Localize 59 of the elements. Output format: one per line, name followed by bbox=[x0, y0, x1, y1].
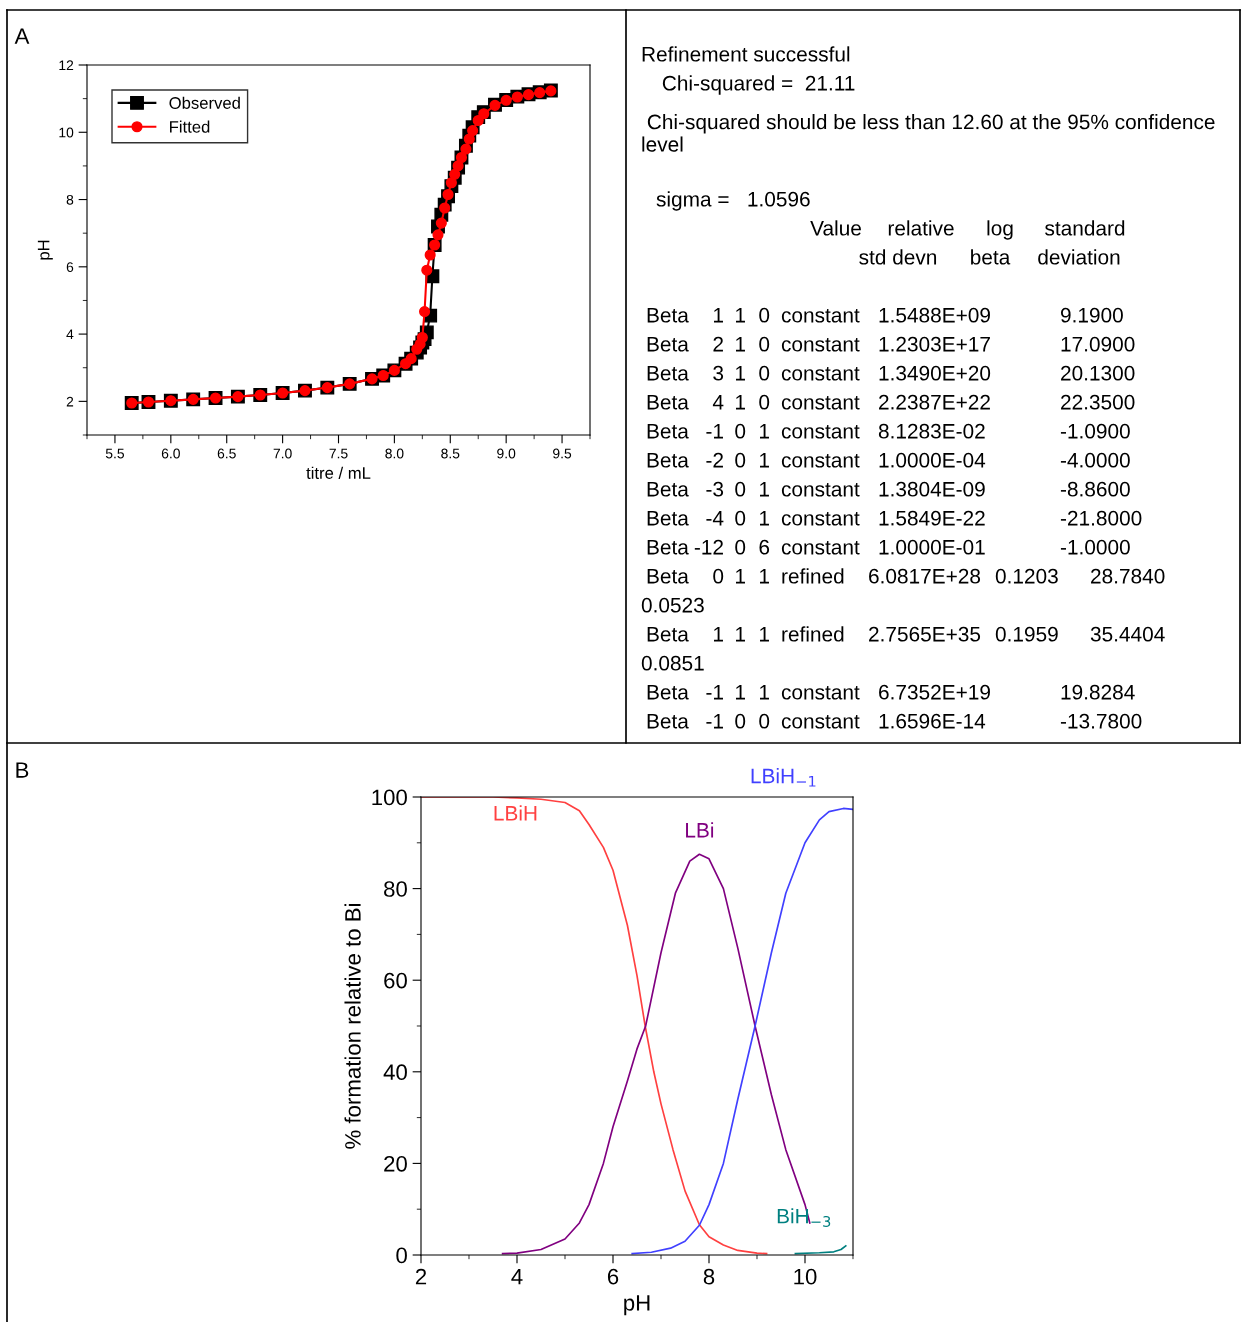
text: Value relative log standard bbox=[810, 220, 1125, 240]
y-tick-label: 2 bbox=[66, 396, 74, 407]
x-tick-label: 4 bbox=[511, 1269, 523, 1285]
text: Beta -4 0 1 constant 1.5849E-22 -21.8000 bbox=[647, 510, 1142, 526]
text: Beta -12 0 6 constant 1.0000E-01 -1.0000 bbox=[647, 539, 1130, 555]
series-label: LBiH$_{−1}$ bbox=[751, 768, 816, 787]
text: Beta 2 1 0 constant 1.2303E+17 17.0900 bbox=[647, 336, 1135, 352]
text: Beta -2 0 1 constant 1.0000E-04 -4.0000 bbox=[647, 452, 1130, 468]
y-tick-label: 20 bbox=[384, 1155, 407, 1172]
y-tick-label: 100 bbox=[372, 789, 407, 806]
x-tick-label: 8 bbox=[703, 1268, 715, 1285]
x-tick-label: 9.5 bbox=[553, 448, 572, 459]
text: A bbox=[14, 28, 30, 44]
x-tick-label: 8.0 bbox=[385, 448, 404, 459]
y-axis-title: pH bbox=[37, 240, 53, 260]
x-tick-label: 9.0 bbox=[497, 448, 516, 459]
text: Beta -1 1 1 constant 6.7352E+19 19.8284 bbox=[647, 684, 1135, 700]
x-tick-label: 6.0 bbox=[161, 448, 180, 459]
y-tick-label: 0 bbox=[396, 1247, 407, 1264]
x-tick-label: 8.5 bbox=[441, 448, 460, 459]
y-tick-label: 60 bbox=[384, 972, 407, 989]
x-tick-label: 7.0 bbox=[273, 448, 292, 459]
text: Beta -1 0 1 constant 8.1283E-02 -1.0900 bbox=[647, 423, 1130, 439]
y-tick-label: 10 bbox=[59, 127, 74, 138]
y-tick-label: 80 bbox=[384, 881, 407, 897]
series-label: LBiH bbox=[494, 805, 537, 821]
y-tick-label: 40 bbox=[383, 1064, 407, 1081]
legend-label: Fitted bbox=[170, 120, 210, 133]
legend-label: Observed bbox=[169, 96, 240, 109]
text: Beta 1 1 0 constant 1.5488E+09 9.1900 bbox=[647, 307, 1123, 323]
x-tick-label: 2 bbox=[415, 1268, 427, 1285]
y-tick-label: 12 bbox=[59, 60, 74, 71]
y-tick-label: 8 bbox=[66, 194, 74, 205]
text: Beta 1 1 1 refined 2.7565E+35 0.1959 35.4404 bbox=[647, 626, 1165, 642]
text: std devn beta deviation bbox=[859, 249, 1120, 265]
x-tick-label: 5.5 bbox=[105, 448, 125, 459]
text: Chi-squared = 21.11 bbox=[662, 75, 855, 95]
text: Beta -1 0 0 constant 1.6596E-14 -13.7800 bbox=[647, 713, 1142, 729]
series-label: LBi bbox=[686, 822, 714, 838]
text: 0.0851 bbox=[641, 655, 704, 671]
text: B bbox=[16, 762, 29, 778]
x-tick-label: 10 bbox=[794, 1268, 817, 1285]
x-tick-label: 7.5 bbox=[329, 448, 348, 459]
text: Beta 3 1 0 constant 1.3490E+20 20.1300 bbox=[647, 365, 1135, 381]
x-axis-title: pH bbox=[624, 1295, 650, 1316]
text: Beta 0 1 1 refined 6.0817E+28 0.1203 28.7840 bbox=[647, 568, 1165, 584]
x-tick-label: 6 bbox=[607, 1268, 619, 1285]
y-tick-label: 6 bbox=[66, 262, 74, 272]
text: Beta 4 1 0 constant 2.2387E+22 22.3500 bbox=[647, 394, 1135, 410]
y-tick-label: 4 bbox=[66, 329, 74, 340]
y-axis-title: % formation relative to Bi bbox=[344, 903, 361, 1149]
series-label: BiH$_{−3}$ bbox=[777, 1208, 831, 1227]
x-axis-title: titre / mL bbox=[306, 466, 371, 479]
text: 0.0523 bbox=[641, 597, 704, 613]
text: sigma = 1.0596 bbox=[656, 191, 810, 211]
text: Chi-squared should be less than 12.60 at the 95% confidence level bbox=[642, 114, 1215, 152]
text: Beta -3 0 1 constant 1.3804E-09 -8.8600 bbox=[647, 481, 1130, 497]
x-tick-label: 6.5 bbox=[217, 448, 236, 459]
text: Refinement successful bbox=[642, 46, 850, 62]
